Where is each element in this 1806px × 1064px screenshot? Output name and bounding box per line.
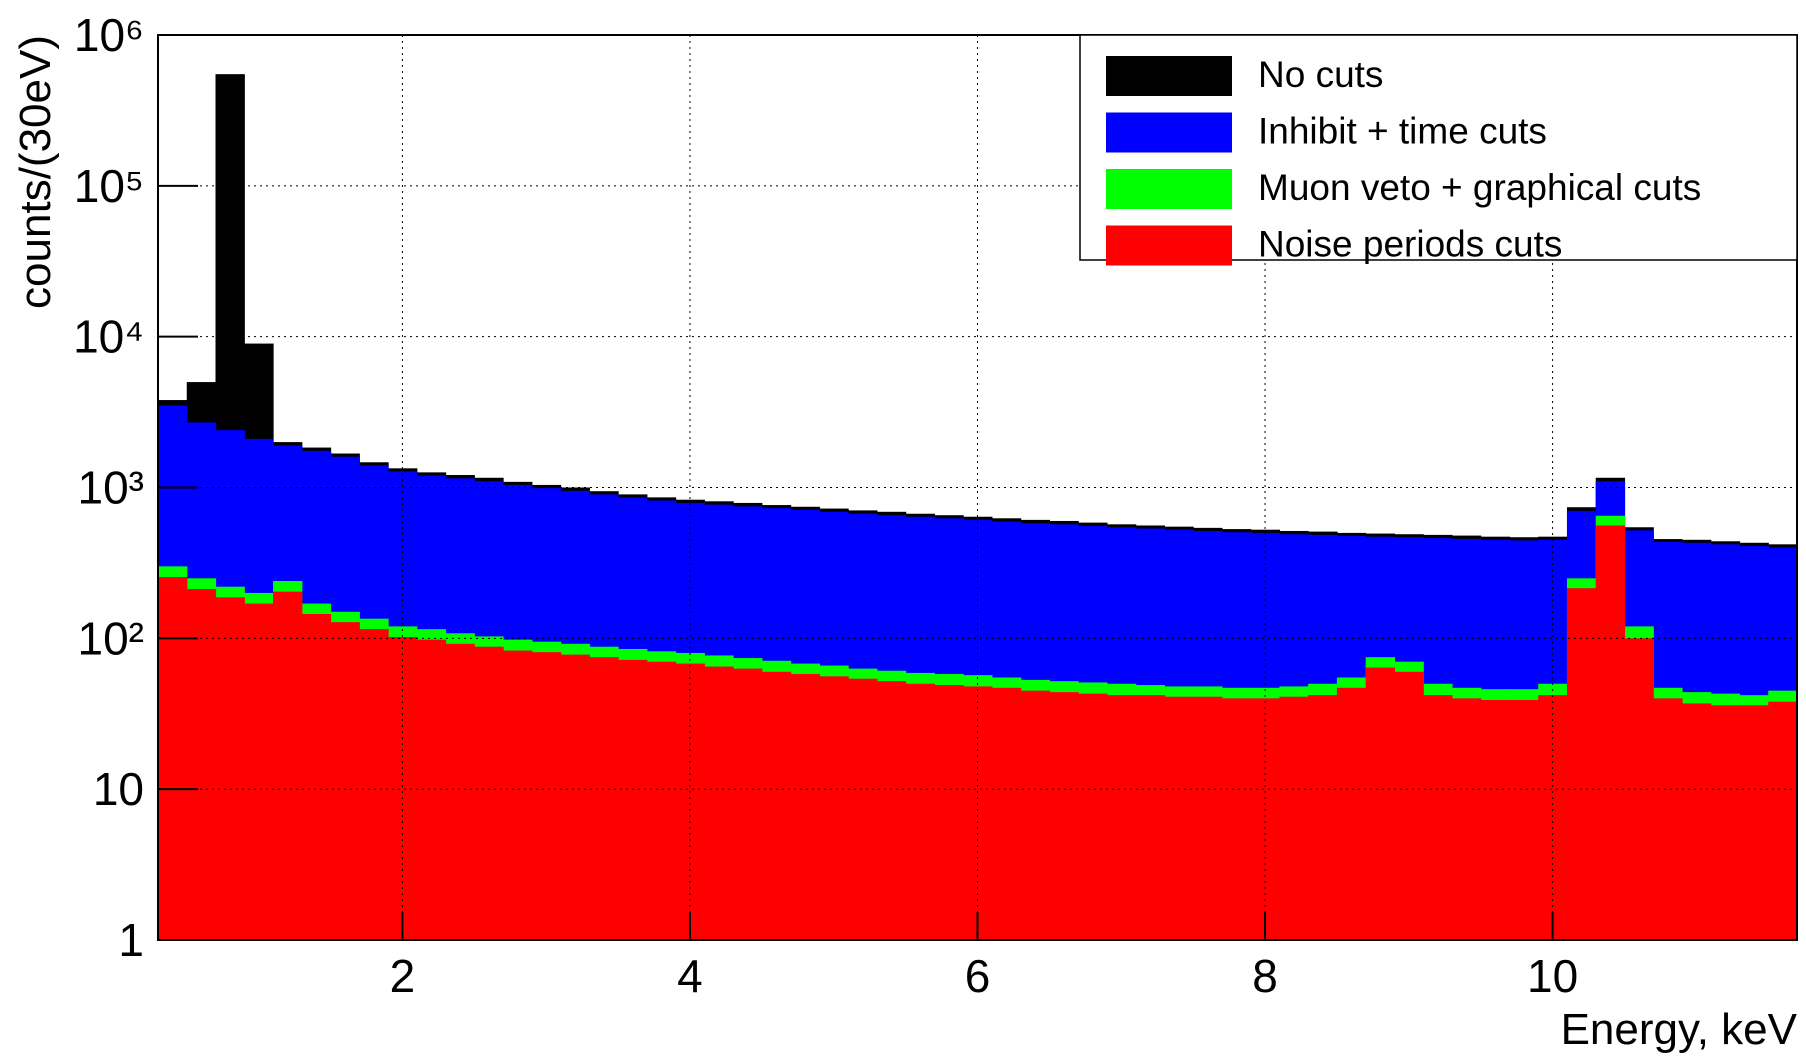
legend-swatch: [1106, 56, 1232, 96]
legend-label: Muon veto + graphical cuts: [1258, 167, 1701, 208]
histogram-bar: [445, 643, 475, 940]
y-tick-label: 10⁴: [73, 311, 144, 363]
histogram-bar: [503, 650, 533, 940]
histogram-bar: [704, 666, 734, 940]
histogram-bar: [1710, 705, 1741, 940]
histogram-bar: [1566, 588, 1597, 940]
histogram-bar: [1394, 671, 1424, 940]
histogram-bar: [1681, 703, 1712, 940]
histogram-bar: [1336, 687, 1367, 940]
histogram-bar: [1250, 698, 1281, 940]
histogram-bar: [1451, 698, 1482, 940]
y-axis-title: counts/(30eV): [11, 35, 60, 309]
histogram-bar: [1423, 695, 1453, 940]
y-tick-label: 10³: [78, 462, 144, 514]
x-tick-label: 4: [677, 950, 703, 1002]
histogram-bar: [1078, 693, 1108, 940]
histogram-bar: [1768, 701, 1798, 940]
histogram-bar: [1279, 696, 1309, 940]
histogram-bar: [359, 629, 389, 940]
y-tick-label: 10⁵: [74, 160, 144, 212]
histogram-bar: [531, 652, 562, 940]
histogram-bar: [1106, 695, 1137, 940]
legend-swatch: [1106, 169, 1232, 209]
histogram-bar: [1595, 525, 1626, 940]
y-tick-label: 10²: [78, 612, 144, 664]
x-tick-label: 8: [1252, 950, 1278, 1002]
legend-label: Noise periods cuts: [1258, 223, 1562, 264]
histogram-bar: [819, 676, 849, 940]
histogram-bar: [273, 591, 303, 940]
histogram-bar: [790, 674, 820, 940]
histogram-bar: [186, 589, 217, 940]
histogram-layer: [158, 74, 1798, 940]
histogram-bar: [1221, 698, 1252, 940]
histogram-bar: [876, 681, 907, 940]
histogram-bar: [848, 678, 878, 940]
histogram-bar: [1480, 700, 1511, 940]
histogram-bar: [416, 639, 447, 940]
y-tick-label: 10: [93, 763, 144, 815]
histogram-bar: [675, 663, 705, 940]
histogram-bar: [1308, 695, 1338, 940]
histogram-bar: [646, 661, 677, 940]
histogram-bar: [1193, 696, 1223, 940]
x-axis-title: Energy, keV: [1561, 1005, 1798, 1054]
histogram-bar: [589, 657, 619, 940]
legend: No cuts Inhibit + time cuts Muon veto + gr…: [1079, 34, 1798, 266]
histogram-bar: [330, 622, 360, 940]
histogram-bar: [1049, 692, 1079, 940]
histogram-bar: [618, 659, 648, 940]
histogram-bar: [934, 685, 964, 940]
histogram-bar: [301, 613, 332, 940]
histogram-bar: [761, 671, 792, 940]
histogram-bar: [1653, 698, 1683, 940]
histogram-bar: [1135, 695, 1166, 940]
legend-swatch: [1106, 225, 1232, 266]
legend-label: No cuts: [1258, 54, 1383, 95]
histogram-bar: [1739, 705, 1769, 940]
plot-frame: [157, 34, 1798, 941]
legend-swatch: [1106, 112, 1232, 153]
y-tick-label: 10⁶: [74, 9, 144, 61]
histogram-bar: [215, 597, 245, 940]
legend-label: Inhibit + time cuts: [1258, 110, 1547, 151]
histogram-bar: [963, 686, 993, 940]
x-tick-label: 2: [390, 950, 416, 1002]
histogram-bar: [1509, 700, 1539, 940]
histogram-bar: [1164, 696, 1194, 940]
histogram-bar: [388, 637, 418, 940]
histogram-bar: [244, 603, 274, 940]
x-tick-label: 6: [965, 950, 991, 1002]
histogram-bar: [560, 654, 590, 940]
histogram-bar: [991, 687, 1022, 940]
histogram-bar: [1365, 667, 1396, 940]
histogram-bar: [733, 668, 763, 940]
x-tick-label: 10: [1527, 950, 1578, 1002]
y-tick-label: 1: [118, 914, 144, 966]
histogram-bar: [1020, 690, 1050, 940]
histogram-bar: [474, 646, 504, 940]
histogram-bar: [158, 577, 188, 940]
histogram-bar: [905, 683, 935, 940]
